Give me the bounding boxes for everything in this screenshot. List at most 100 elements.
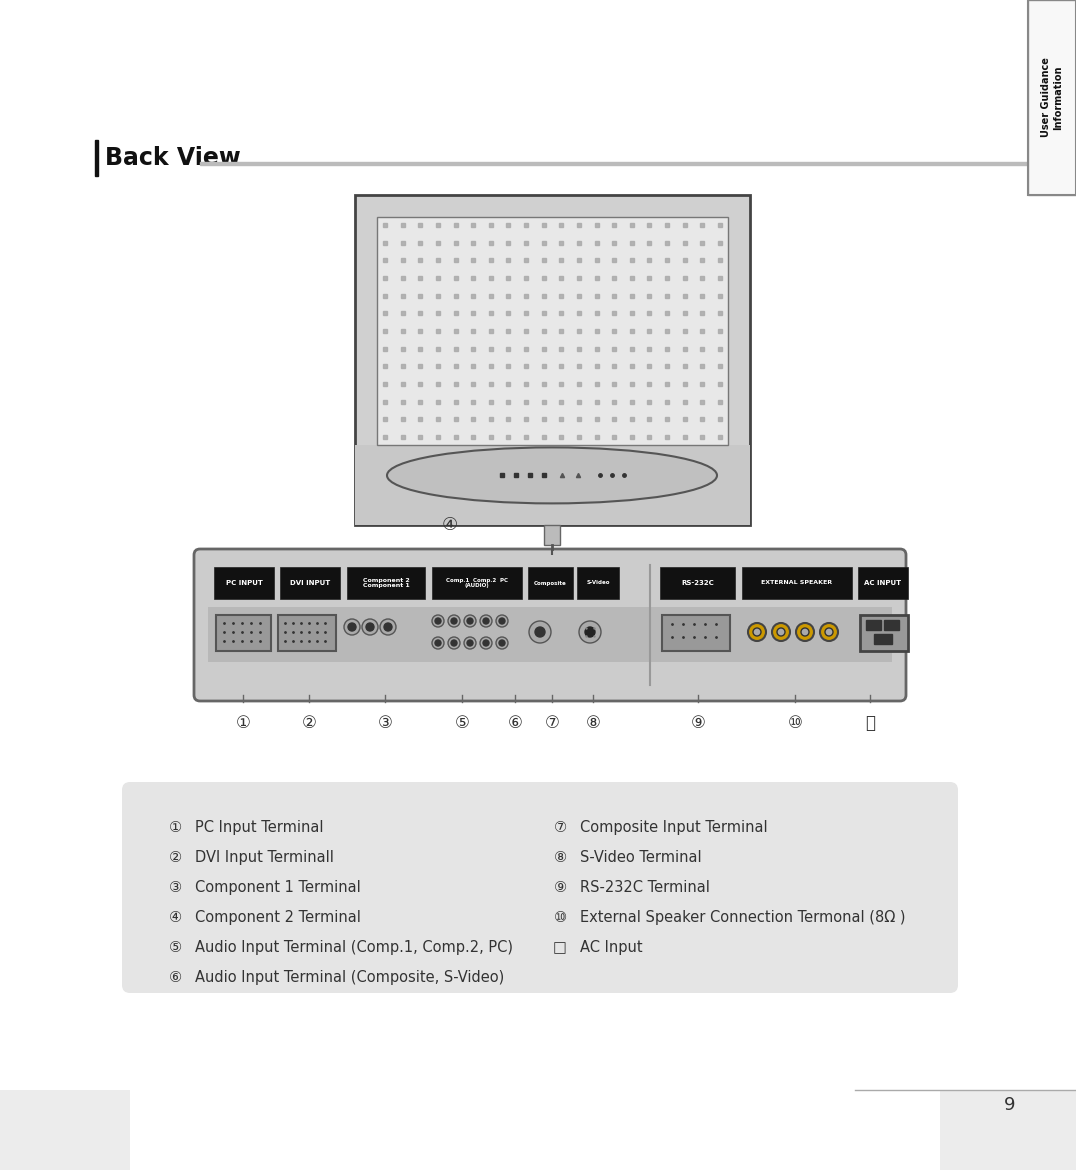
Text: ②: ②: [169, 849, 182, 865]
Circle shape: [480, 636, 492, 649]
Text: Component 2
Component 1: Component 2 Component 1: [363, 578, 409, 589]
Bar: [346, 567, 425, 599]
Text: ④: ④: [442, 516, 458, 534]
Circle shape: [464, 615, 476, 627]
Circle shape: [483, 618, 489, 624]
Circle shape: [344, 619, 360, 635]
Bar: [200, 161, 1076, 165]
Bar: [377, 216, 728, 445]
Bar: [940, 1090, 1076, 1170]
Bar: [0, 1090, 130, 1170]
Circle shape: [431, 615, 444, 627]
Text: ①: ①: [236, 714, 251, 732]
Text: ⑩: ⑩: [788, 714, 803, 732]
Bar: [742, 567, 852, 599]
Circle shape: [467, 640, 473, 646]
Bar: [431, 567, 522, 599]
Text: DVI INPUT: DVI INPUT: [289, 580, 330, 586]
Text: Component 1 Terminal: Component 1 Terminal: [195, 880, 360, 895]
Text: ⑩: ⑩: [553, 910, 567, 925]
Circle shape: [535, 627, 546, 636]
Text: EXTERNAL SPEAKER: EXTERNAL SPEAKER: [762, 580, 833, 585]
Ellipse shape: [387, 447, 717, 503]
Text: ⑧: ⑧: [585, 714, 600, 732]
Bar: [208, 607, 892, 662]
Text: ⑥: ⑥: [169, 970, 182, 985]
Bar: [544, 525, 560, 545]
Circle shape: [380, 619, 396, 635]
Circle shape: [448, 636, 461, 649]
Circle shape: [496, 636, 508, 649]
Bar: [866, 620, 881, 629]
Circle shape: [348, 622, 356, 631]
Bar: [214, 567, 274, 599]
Bar: [662, 615, 730, 651]
Text: AC INPUT: AC INPUT: [864, 580, 902, 586]
Text: ③: ③: [378, 714, 393, 732]
Circle shape: [431, 636, 444, 649]
Text: ①: ①: [169, 820, 182, 835]
Circle shape: [777, 628, 785, 636]
Circle shape: [451, 618, 457, 624]
Text: AC Input: AC Input: [580, 940, 642, 955]
Bar: [874, 634, 892, 644]
Text: ④: ④: [169, 910, 182, 925]
Circle shape: [435, 640, 441, 646]
Text: ⑤: ⑤: [454, 714, 469, 732]
Text: ⑨: ⑨: [553, 880, 567, 895]
FancyBboxPatch shape: [194, 549, 906, 701]
Circle shape: [748, 622, 766, 641]
Bar: [577, 567, 619, 599]
Bar: [1028, 0, 1076, 195]
Text: Audio Input Terminal (Comp.1, Comp.2, PC): Audio Input Terminal (Comp.1, Comp.2, PC…: [195, 940, 513, 955]
Bar: [280, 567, 340, 599]
Bar: [528, 567, 574, 599]
Text: S-Video Terminal: S-Video Terminal: [580, 849, 702, 865]
Text: Audio Input Terminal (Composite, S-Video): Audio Input Terminal (Composite, S-Video…: [195, 970, 505, 985]
Text: □: □: [553, 940, 567, 955]
Bar: [860, 615, 908, 651]
Circle shape: [579, 621, 601, 644]
Bar: [278, 615, 336, 651]
Circle shape: [499, 618, 505, 624]
Text: External Speaker Connection Termonal (8Ω ): External Speaker Connection Termonal (8Ω…: [580, 910, 906, 925]
Text: PC Input Terminal: PC Input Terminal: [195, 820, 324, 835]
Text: ⑥: ⑥: [508, 714, 523, 732]
Text: ⑨: ⑨: [691, 714, 706, 732]
Circle shape: [464, 636, 476, 649]
Text: Composite Input Terminal: Composite Input Terminal: [580, 820, 767, 835]
Text: Component 2 Terminal: Component 2 Terminal: [195, 910, 360, 925]
Text: ⑦: ⑦: [553, 820, 567, 835]
Text: User Guidance
Information: User Guidance Information: [1042, 57, 1063, 137]
Text: Composite: Composite: [534, 580, 567, 585]
Text: ②: ②: [301, 714, 316, 732]
Circle shape: [796, 622, 815, 641]
Bar: [660, 567, 735, 599]
Text: RS-232C Terminal: RS-232C Terminal: [580, 880, 710, 895]
Bar: [884, 620, 900, 629]
Bar: [355, 445, 750, 525]
Circle shape: [753, 628, 761, 636]
Text: ⑪: ⑪: [865, 714, 875, 732]
Text: ⑤: ⑤: [169, 940, 182, 955]
Bar: [216, 615, 271, 651]
Text: Comp.1  Comp.2  PC
(AUDIO): Comp.1 Comp.2 PC (AUDIO): [445, 578, 508, 589]
Circle shape: [448, 615, 461, 627]
Text: ⑧: ⑧: [553, 849, 567, 865]
Circle shape: [496, 615, 508, 627]
Circle shape: [801, 628, 809, 636]
Text: ③: ③: [169, 880, 182, 895]
Circle shape: [435, 618, 441, 624]
Circle shape: [529, 621, 551, 644]
Text: PC INPUT: PC INPUT: [226, 580, 263, 586]
Circle shape: [585, 627, 595, 636]
Circle shape: [825, 628, 833, 636]
Text: ⑦: ⑦: [544, 714, 560, 732]
Circle shape: [467, 618, 473, 624]
Bar: [858, 567, 908, 599]
Circle shape: [362, 619, 378, 635]
Circle shape: [771, 622, 790, 641]
Circle shape: [366, 622, 374, 631]
Circle shape: [480, 615, 492, 627]
Circle shape: [384, 622, 392, 631]
